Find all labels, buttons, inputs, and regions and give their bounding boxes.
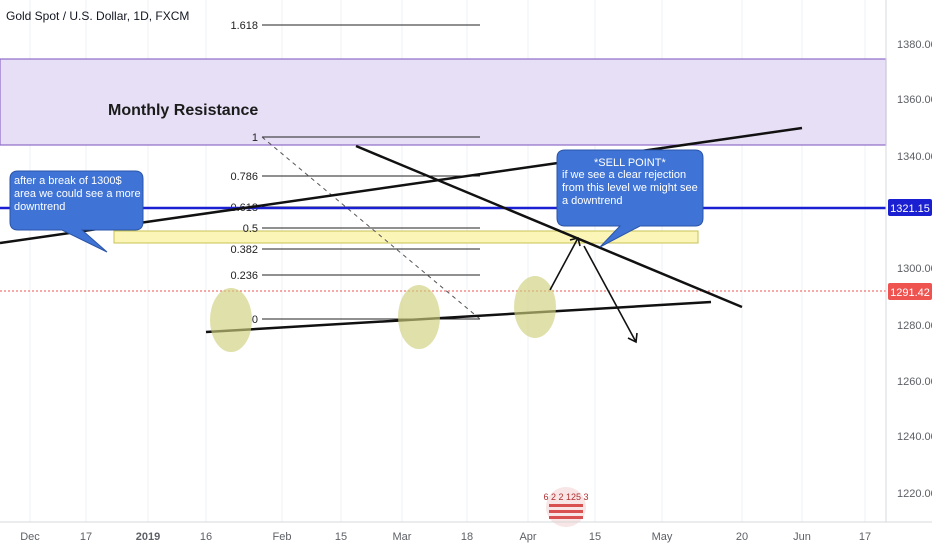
price-tick: 1220.00 [897,488,932,500]
left-callout[interactable] [9,170,144,253]
time-axis[interactable]: Dec 17 2019 16 Feb 15 Mar 18 Apr 15 May … [0,521,932,543]
fib-label-0786: 0.786 [230,171,258,183]
price-tick: 1300.00 [897,263,932,275]
fib-label-0382: 0.382 [230,244,258,256]
right-callout[interactable] [556,149,704,248]
current-price-tag-label: 1291.42 [890,287,930,299]
right-callout-text: if we see a clear rejection from this le… [562,169,698,207]
watermark-logo: 6 2 2 125 3 [543,487,589,527]
arrow-down-line [583,245,637,343]
time-tick: May [652,531,673,543]
arrow-down-head-icon [627,332,638,344]
watermark-stripe-2 [549,510,583,513]
watermark-stripe-1 [549,504,583,507]
right-callout-text-wrap: if we see a clear rejection from this le… [562,169,698,207]
blue-price-tag-label: 1321.15 [890,203,930,215]
monthly-resistance-label: Monthly Resistance [108,102,258,119]
left-callout-bubble [9,170,144,253]
watermark-stripe-3 [549,516,583,519]
ascending-trendline-lower[interactable] [205,300,712,334]
fib-label-0: 0 [252,314,258,326]
price-axis[interactable]: 1380.00 1360.00 1340.00 1300.00 1280.00 … [885,0,932,522]
price-tick: 1360.00 [897,94,932,106]
right-callout-title: *SELL POINT* [594,157,666,169]
fib-label-05: 0.5 [243,223,258,235]
price-tick: 1380.00 [897,39,932,51]
right-callout-bubble [556,149,704,248]
time-tick: Dec [20,531,40,543]
descending-trendline[interactable] [355,144,743,309]
symbol-title[interactable]: Gold Spot / U.S. Dollar, 1D, FXCM [6,9,189,23]
left-callout-text: after a break of 1300$ area we could see… [14,175,141,213]
price-tick: 1260.00 [897,376,932,388]
time-tick: 17 [859,531,871,543]
watermark-text: 6 2 2 125 3 [543,492,588,502]
fib-label-1618: 1.618 [230,20,258,32]
time-tick: 15 [589,531,601,543]
time-tick: 18 [461,531,473,543]
fib-label-1: 1 [252,132,258,144]
time-tick: Apr [519,531,536,543]
support-circle-2[interactable] [398,285,440,349]
arrow-up-line [549,237,579,291]
time-tick: Mar [393,531,412,543]
current-price-tag[interactable] [888,283,932,300]
arrow-up-head-icon [569,237,581,247]
monthly-resistance-zone[interactable] [0,58,887,146]
price-tick: 1280.00 [897,320,932,332]
price-tick: 1240.00 [897,431,932,443]
time-tick: Jun [793,531,811,543]
fib-label-0236: 0.236 [230,270,258,282]
time-tick: 2019 [136,531,160,543]
blue-price-tag[interactable] [888,199,932,216]
time-tick: 16 [200,531,212,543]
time-tick: 15 [335,531,347,543]
support-circle-3[interactable] [514,276,556,338]
projection-arrows[interactable] [549,237,638,344]
yellow-zone[interactable] [113,230,699,244]
price-tick: 1340.00 [897,151,932,163]
left-callout-text-wrap: after a break of 1300$ area we could see… [14,175,141,213]
support-circle-1[interactable] [210,288,252,352]
time-tick: 17 [80,531,92,543]
time-tick: 20 [736,531,748,543]
time-tick: Feb [273,531,292,543]
